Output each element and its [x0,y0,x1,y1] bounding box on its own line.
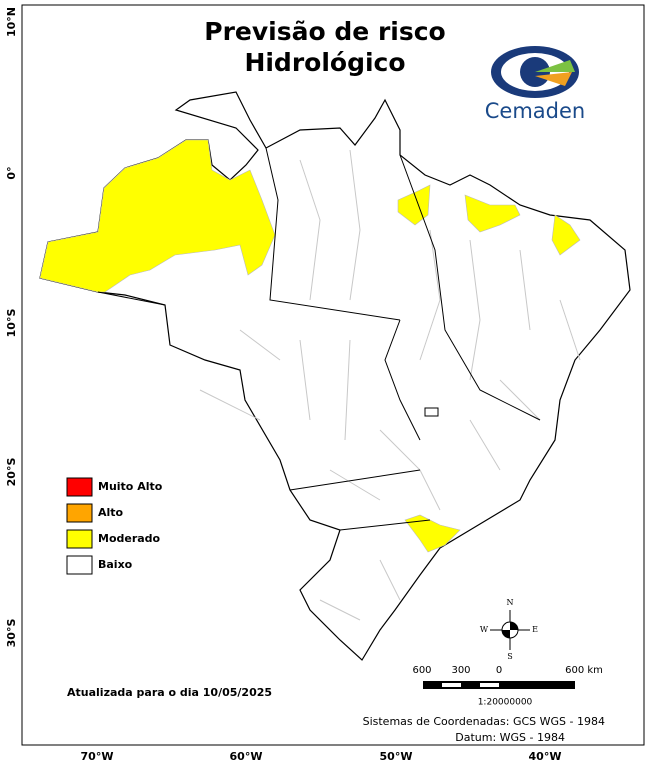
region-boundaries [97,147,541,531]
lon-label: 60°W [230,750,263,763]
lat-label: 10°S [5,309,18,338]
lat-label: 10°N [5,7,18,37]
legend: Muito Alto Alto Moderado Baixo [66,477,163,575]
lat-label: 20°S [5,458,18,487]
legend-label: Alto [98,506,124,519]
scale-ratio: 1:20000000 [478,698,533,708]
legend-label: Muito Alto [98,480,163,493]
legend-swatch [66,477,93,497]
lon-labels: 70°W 60°W 50°W 40°W [81,750,562,763]
crs: Sistemas de Coordenadas: GCS WGS - 1984 [363,715,605,728]
legend-label: Moderado [98,532,161,545]
lon-label: 50°W [380,750,413,763]
moderate-area [39,139,276,293]
scale-label: 600 km [565,665,603,676]
lon-label: 70°W [81,750,114,763]
compass: N S E W [480,598,538,661]
compass-w: W [480,625,489,634]
update-date: Atualizada para o dia 10/05/2025 [67,686,272,699]
scale-label: 600 [412,665,431,676]
lon-label: 40°W [529,750,562,763]
moderate-area [404,514,461,553]
lat-label: 30°S [5,619,18,648]
title: Hidrológico [244,48,405,77]
scale-bar: 600 300 0 600 km 1:20000000 [412,665,602,708]
logo: Cemaden [485,46,585,123]
legend-swatch [66,555,93,575]
scale-label: 0 [496,665,502,676]
legend-swatch [66,503,93,523]
scale-label: 300 [451,665,470,676]
lat-label: 0° [5,166,18,179]
compass-s: S [507,652,512,661]
moderate-area [464,194,521,233]
compass-n: N [507,598,514,607]
logo-text: Cemaden [485,99,585,123]
legend-swatch [66,529,93,549]
title: Previsão de risco [204,17,445,46]
compass-e: E [532,625,538,634]
lat-labels: 10°N 0° 10°S 20°S 30°S [5,7,18,647]
legend-label: Baixo [98,558,133,571]
moderate-area [551,214,581,256]
datum: Datum: WGS - 1984 [455,731,565,744]
